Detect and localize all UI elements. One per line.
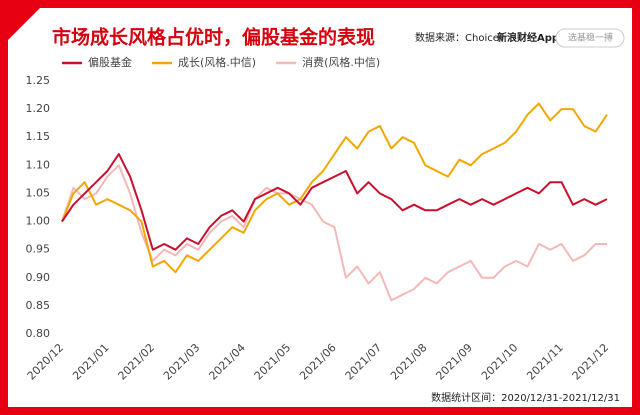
series-line	[61, 153, 608, 251]
y-tick-label: 1.00	[26, 215, 51, 228]
y-tick-label: 0.85	[26, 299, 51, 312]
legend-label: 成长(风格.中信)	[178, 55, 256, 69]
source: 数据来源：Choice	[415, 31, 499, 44]
y-tick-label: 1.25	[26, 74, 51, 87]
chart-title: 市场成长风格占优时，偏股基金的表现	[52, 26, 375, 49]
legend-label: 偏股基金	[88, 55, 132, 69]
y-tick-label: 1.05	[26, 186, 51, 199]
y-tick-label: 1.20	[26, 102, 51, 115]
brand: 新浪财经App	[497, 31, 559, 44]
series-line	[61, 164, 607, 302]
search-box[interactable]	[555, 28, 625, 48]
y-tick-label: 0.90	[26, 271, 51, 284]
y-tick-label: 1.10	[26, 158, 51, 171]
y-tick-label: 0.95	[26, 243, 51, 256]
footnote: 数据统计区间：2020/12/31-2021/12/31	[431, 391, 620, 404]
legend-label: 消费(风格.中信)	[302, 55, 380, 69]
series-line	[61, 102, 608, 274]
y-tick-label: 0.80	[26, 327, 51, 340]
search-text: 选基稳一搏	[568, 32, 613, 44]
panel	[8, 8, 632, 407]
y-tick-label: 1.15	[26, 130, 51, 143]
corner	[8, 8, 40, 40]
